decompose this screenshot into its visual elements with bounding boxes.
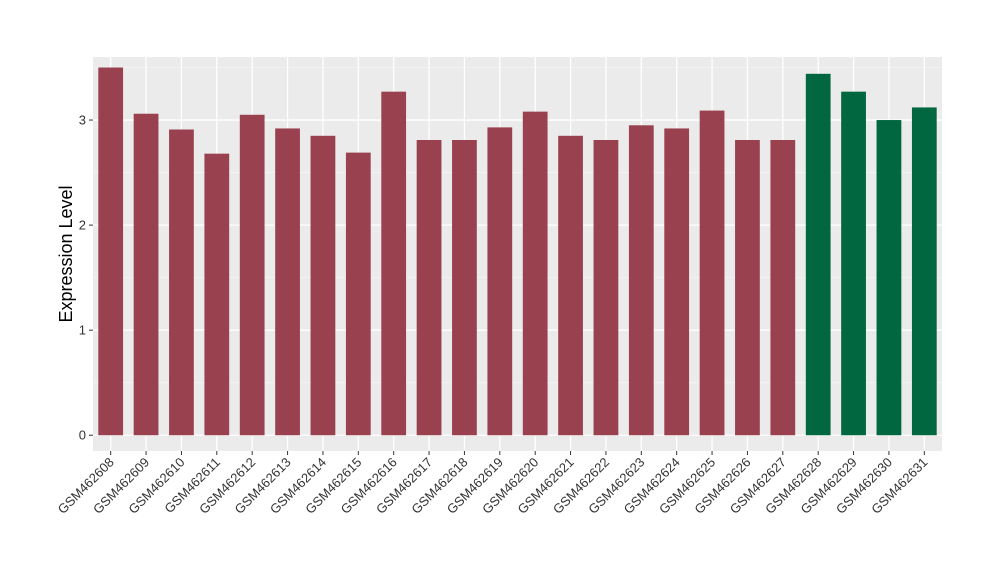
bar [452,140,477,436]
y-axis: 0 1 2 3 [79,113,93,443]
bar [345,152,371,436]
bar [664,128,690,436]
bar [841,91,866,436]
bar [522,111,548,436]
y-tick-label: 0 [79,428,86,443]
bar [699,110,725,436]
bar [558,135,583,436]
bar [204,153,230,436]
y-tick-label: 3 [79,113,86,128]
bars [98,67,937,436]
bar [133,113,159,436]
y-tick-label: 1 [79,323,86,338]
bar [628,125,654,436]
plot-panel-background [93,57,942,451]
bar [275,128,300,436]
bar [876,120,902,436]
bar [770,140,796,436]
y-axis-title: Expression Level [56,185,76,322]
bar [805,73,831,436]
bar [239,114,265,436]
bar [310,135,336,436]
bar [487,127,513,436]
bar [381,91,407,436]
bar [169,129,194,436]
bar [593,140,619,436]
bar [98,67,124,436]
bar [735,140,760,436]
y-tick-label: 2 [79,218,86,233]
bar [416,140,442,436]
x-axis: GSM462608GSM462609GSM462610GSM462611GSM4… [55,451,930,517]
bar [911,107,937,436]
